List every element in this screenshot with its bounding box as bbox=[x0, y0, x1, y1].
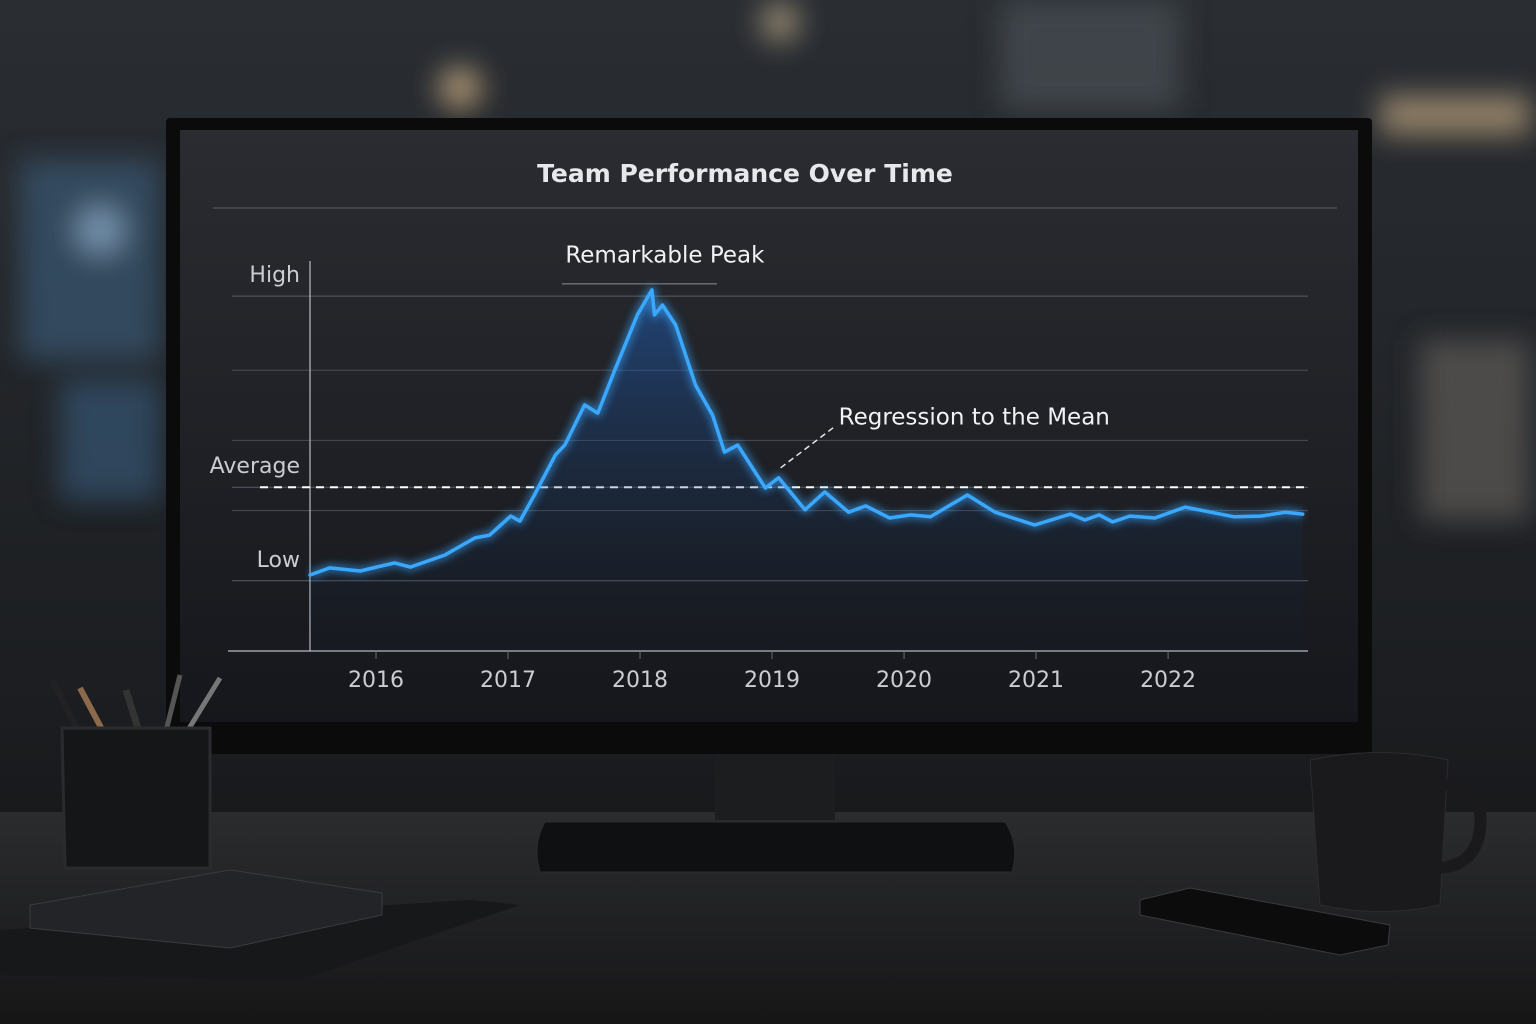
x-tick-label: 2018 bbox=[612, 668, 668, 693]
annotation: Regression to the Mean bbox=[839, 404, 1110, 430]
annotation-leader bbox=[780, 425, 837, 469]
y-tick-label: Average bbox=[210, 454, 300, 479]
chart-title: Team Performance Over Time bbox=[537, 159, 953, 188]
notebook bbox=[0, 869, 520, 980]
monitor-neck bbox=[715, 740, 835, 820]
y-tick-label: Low bbox=[257, 548, 300, 573]
plot: Low Average High 2016 2017 2018 2019 2020 2021 20… bbox=[210, 242, 1308, 693]
x-tick-label: 2016 bbox=[348, 668, 404, 693]
x-tick-label: 2020 bbox=[876, 668, 932, 693]
x-tick-label: 2019 bbox=[744, 668, 800, 693]
mug bbox=[1309, 752, 1487, 912]
pen-holder bbox=[49, 674, 223, 870]
annotation: Remarkable Peak bbox=[565, 242, 765, 268]
background-blur bbox=[20, 0, 1530, 520]
phone bbox=[1139, 887, 1391, 956]
x-tick-label: 2022 bbox=[1140, 668, 1196, 693]
y-tick-label: High bbox=[249, 263, 300, 288]
x-tick-label: 2021 bbox=[1008, 668, 1064, 693]
x-tick-label: 2017 bbox=[480, 668, 536, 693]
line bbox=[308, 288, 1305, 577]
monitor-base bbox=[536, 821, 1016, 873]
line-area bbox=[310, 289, 1303, 651]
